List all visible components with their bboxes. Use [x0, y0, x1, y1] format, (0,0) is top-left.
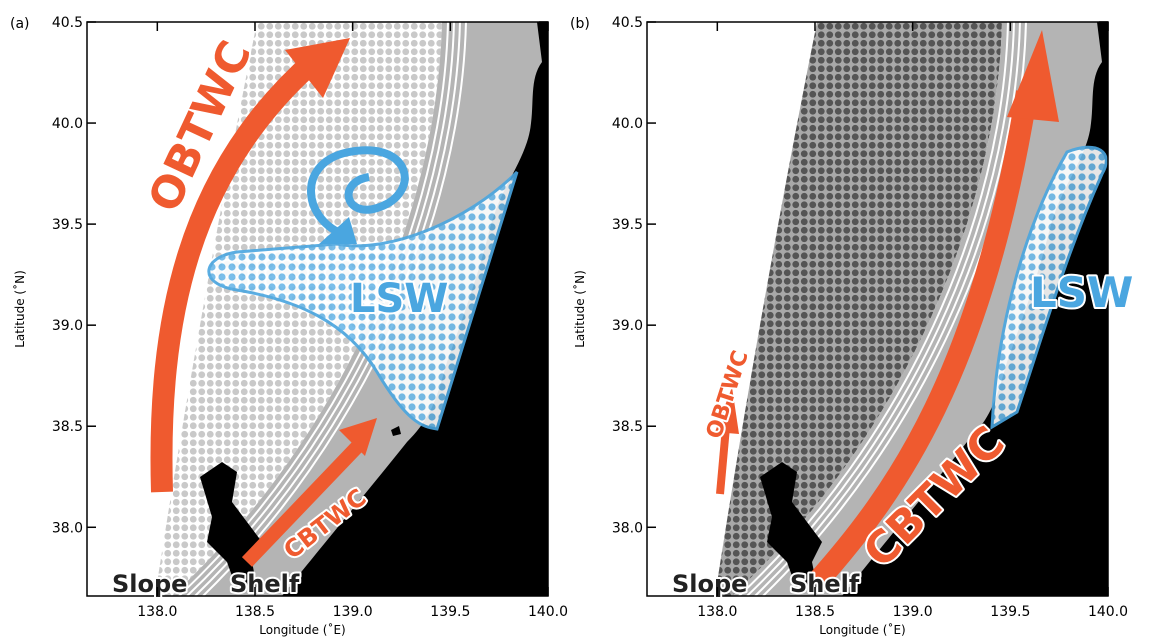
- x-tick-label: 138.0: [137, 604, 177, 620]
- y-tick-label: 38.5: [52, 419, 83, 435]
- figure: OBTWC LSW CBTWC Slope Shelf OBTWC CBTWC …: [0, 0, 1152, 641]
- y-tick-label: 40.0: [612, 116, 643, 132]
- x-tick-label: 138.5: [235, 604, 275, 620]
- x-tick-label: 140.0: [528, 604, 568, 620]
- panel-label: (a): [10, 16, 30, 32]
- annotation: LSW: [1030, 268, 1133, 317]
- annotation: Slope: [112, 570, 187, 598]
- y-axis-label: Latitude (˚N): [572, 270, 587, 348]
- x-tick-label: 139.5: [430, 604, 470, 620]
- y-tick-label: 40.0: [52, 116, 83, 132]
- panel: [87, 22, 548, 596]
- x-tick-label: 140.0: [1088, 604, 1128, 620]
- y-tick-label: 38.0: [52, 520, 83, 536]
- y-tick-label: 38.0: [612, 520, 643, 536]
- y-tick-label: 39.0: [52, 318, 83, 334]
- y-tick-label: 40.5: [612, 15, 643, 31]
- annotation: LSW: [350, 276, 448, 322]
- x-axis-label: Longitude (˚E): [259, 622, 345, 637]
- x-tick-label: 138.0: [697, 604, 737, 620]
- y-tick-label: 38.5: [612, 419, 643, 435]
- x-tick-label: 139.0: [893, 604, 933, 620]
- y-tick-label: 39.0: [612, 318, 643, 334]
- annotation: Shelf: [790, 570, 860, 598]
- y-tick-label: 39.5: [612, 217, 643, 233]
- x-tick-label: 139.5: [990, 604, 1030, 620]
- x-tick-label: 138.5: [795, 604, 835, 620]
- x-tick-label: 139.0: [333, 604, 373, 620]
- panel-label: (b): [570, 16, 590, 32]
- y-tick-label: 39.5: [52, 217, 83, 233]
- annotation: Shelf: [230, 570, 300, 598]
- y-axis-label: Latitude (˚N): [12, 270, 27, 348]
- x-axis-label: Longitude (˚E): [819, 622, 905, 637]
- annotation: Slope: [672, 570, 747, 598]
- y-tick-label: 40.5: [52, 15, 83, 31]
